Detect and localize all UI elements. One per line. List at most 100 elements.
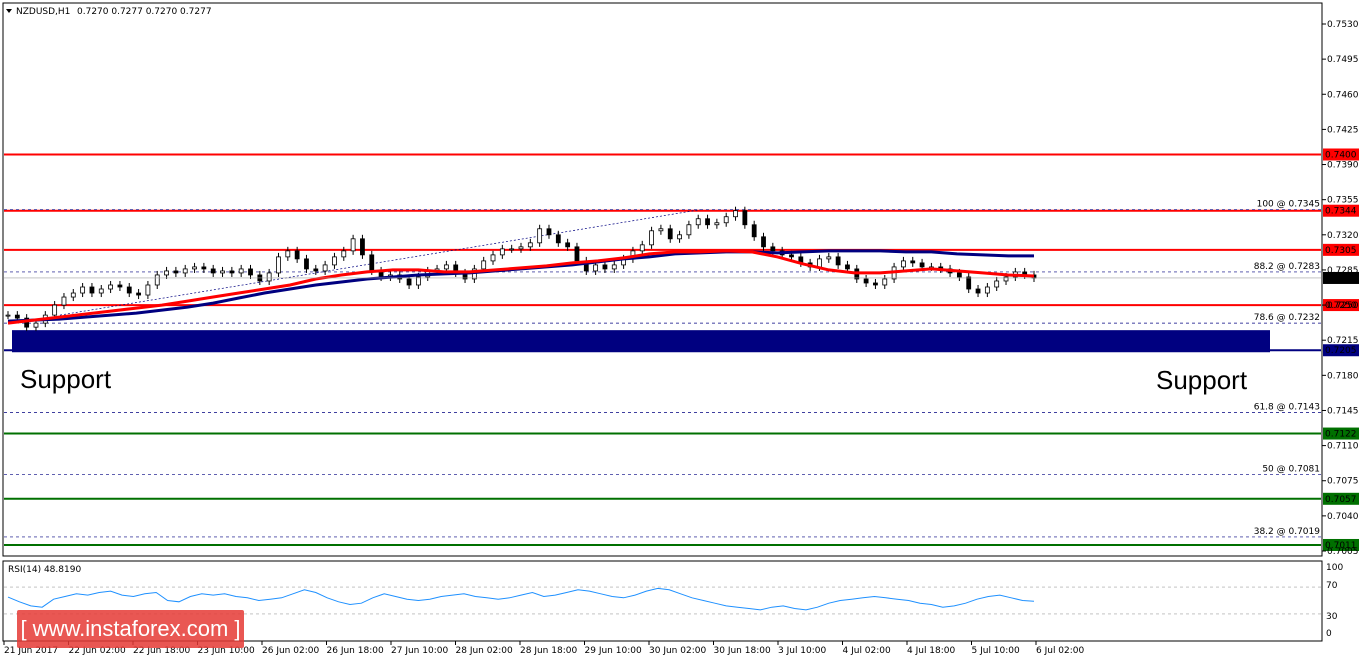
level-tag-text-0.7400: 0.7400 [1325,150,1357,160]
candle [658,224,664,235]
price-tick-0.7530: 0.7530 [1327,20,1359,30]
candle [901,256,906,271]
candle [518,242,524,253]
time-label-5: 26 Jun 18:00 [327,646,384,656]
rsi-tick-100: 100 [1326,563,1343,573]
price-tick-0.7075: 0.7075 [1327,477,1359,487]
moving-average-red [7,249,1035,325]
candle [341,246,347,261]
candle [108,280,113,294]
collapse-arrow-icon[interactable] [6,9,12,13]
time-label-11: 30 Jun 18:00 [714,646,771,656]
rsi-label: RSI(14) 48.8190 [8,565,81,575]
candle [490,250,496,265]
time-label-6: 27 Jun 10:00 [391,646,448,656]
candle [145,280,151,300]
level-tag-0.7057 [1323,492,1359,505]
time-label-12: 3 Jul 10:00 [778,646,827,656]
candle [61,293,67,310]
fib-label-78.6 @ 0.7232: 78.6 @ 0.7232 [1254,313,1320,323]
candle [686,220,692,239]
ohlc-values: 0.7270 0.7277 0.7270 0.7277 [77,7,212,17]
candle [742,206,748,229]
candle [984,282,990,298]
level-tag-0.7011 [1323,538,1359,551]
candle [266,268,272,285]
current-price-tag [1323,271,1359,284]
level-tag-text-0.7011: 0.7011 [1325,541,1357,551]
candle [126,282,132,298]
candle [537,224,543,247]
price-tick-0.7180: 0.7180 [1327,371,1359,381]
candle [509,244,515,253]
candle [835,252,841,269]
level-tag-0.7400 [1323,148,1359,161]
level-tag-0.7305 [1323,243,1359,256]
trend-line [59,209,701,316]
time-label-8: 28 Jun 18:00 [520,646,577,656]
price-tick-0.7005: 0.7005 [1327,547,1359,557]
level-tag-text-0.7205: 0.7205 [1325,346,1357,356]
candle [350,234,356,255]
candle [751,220,757,241]
candle [761,232,766,251]
candle [89,282,95,298]
candle [966,272,972,294]
price-tick-0.7460: 0.7460 [1327,90,1359,100]
level-tag-text-0.7344: 0.7344 [1325,207,1357,217]
level-tag-0.7344 [1323,204,1359,217]
price-tick-0.7355: 0.7355 [1327,196,1359,206]
time-label-13: 4 Jul 02:00 [843,646,892,656]
level-tag-0.7122 [1323,427,1359,440]
fib-label-38.2 @ 0.7019: 38.2 @ 0.7019 [1254,527,1321,537]
rsi-tick-30: 30 [1326,612,1338,622]
price-tick-0.7285: 0.7285 [1327,266,1359,276]
support-label-left: Support [20,364,112,394]
candle [882,274,888,290]
support-zone [12,330,1270,353]
current-price-text: 0.7277 [1325,274,1357,284]
candle [285,246,291,261]
candle [313,264,319,275]
time-label-10: 30 Jun 02:00 [649,646,706,656]
candle [192,262,197,273]
time-label-9: 29 Jun 10:00 [585,646,642,656]
candle [527,238,533,251]
time-label-1: 22 Jun 02:00 [69,646,126,656]
price-tick-0.7250: 0.7250 [1327,301,1359,311]
candle [555,230,561,247]
time-label-7: 28 Jun 02:00 [456,646,513,656]
candle [173,266,179,277]
support-label-right: Support [1156,365,1248,395]
rsi-tick-0: 0 [1326,629,1332,639]
candle [639,240,645,255]
candle [360,234,365,259]
candle [546,224,552,239]
price-tick-0.7495: 0.7495 [1327,55,1359,65]
candle [733,206,738,221]
candle [210,264,216,277]
price-pane [2,2,1323,557]
candle [154,270,160,290]
candle [565,238,571,251]
candle [70,289,76,302]
level-tag-0.7250 [1323,299,1359,312]
fib-label-50 @ 0.7081: 50 @ 0.7081 [1262,465,1320,475]
candle [117,280,123,292]
price-tick-0.7040: 0.7040 [1327,512,1359,522]
candle [667,224,673,243]
candle [677,230,682,243]
candle [164,266,169,279]
candle [873,278,878,290]
candle [248,264,253,279]
level-tag-text-0.7122: 0.7122 [1325,430,1357,440]
candle [910,256,916,267]
fib-label-88.2 @ 0.7283: 88.2 @ 0.7283 [1254,262,1320,272]
candle [182,264,188,277]
time-label-2: 22 Jun 18:00 [133,646,190,656]
time-label-3: 23 Jun 10:00 [198,646,255,656]
level-tag-text-0.7057: 0.7057 [1325,495,1357,505]
candle [406,274,412,290]
candle [136,289,141,300]
